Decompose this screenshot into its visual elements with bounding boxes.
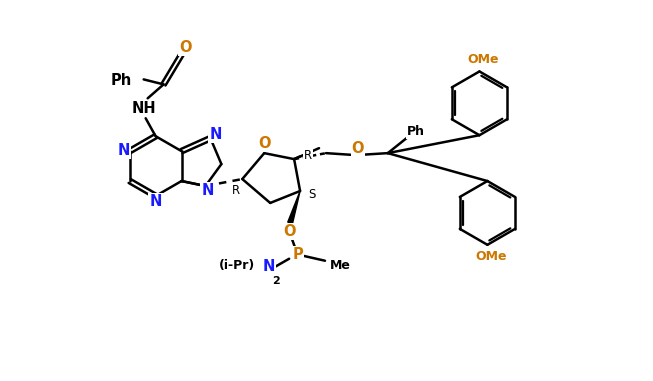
Text: N: N — [201, 184, 214, 199]
Text: N: N — [209, 127, 221, 142]
Text: O: O — [351, 141, 364, 156]
Text: S: S — [308, 189, 316, 202]
Text: Ph: Ph — [110, 73, 131, 88]
Text: O: O — [283, 224, 295, 239]
Text: R: R — [304, 149, 312, 162]
Text: N: N — [263, 259, 276, 274]
Text: P: P — [293, 247, 304, 262]
Text: R: R — [232, 184, 240, 197]
Text: N: N — [118, 142, 130, 158]
Text: 2: 2 — [272, 276, 280, 286]
Text: N: N — [150, 194, 162, 210]
Text: Ph: Ph — [407, 125, 424, 138]
Text: Me: Me — [330, 259, 351, 272]
Text: OMe: OMe — [475, 250, 507, 263]
Text: OMe: OMe — [468, 53, 499, 66]
Text: NH: NH — [131, 101, 156, 116]
Text: (i-Pr): (i-Pr) — [219, 259, 255, 272]
Polygon shape — [288, 191, 300, 224]
Text: O: O — [180, 40, 192, 55]
Text: O: O — [258, 136, 270, 150]
